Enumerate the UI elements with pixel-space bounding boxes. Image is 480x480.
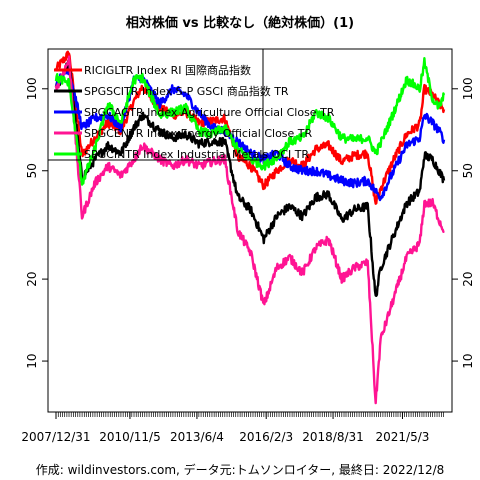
- chart-title: 相対株価 vs 比較なし（絶対株価）(1): [126, 15, 354, 31]
- y-tick-label-right-100: 100: [461, 77, 475, 100]
- y-tick-label-left-20: 20: [25, 271, 39, 286]
- legend-label-5: SPGCINTR Index Industrial Metals OCI TR: [84, 148, 309, 161]
- y-tick-label-right-50: 50: [461, 163, 475, 178]
- chart-caption: 作成: wildinvestors.com, データ元:トムソンロイター, 最終…: [36, 462, 445, 477]
- legend: RICIGLTR Index RI 国際商品指数 SPGSCITR Index S…: [47, 48, 335, 161]
- x-tick-label-6: 2021/5/3: [376, 430, 430, 444]
- series-line-5: [54, 57, 446, 186]
- x-tick-label-5: 2018/8/31: [302, 430, 364, 444]
- y-tick-label-left-100: 100: [25, 77, 39, 100]
- x-tick-label-2: 2010/11/5: [99, 430, 161, 444]
- legend-label-3: SPGCAGTR Index Agriculture Official Clos…: [84, 106, 335, 119]
- y-tick-label-left-50: 50: [25, 163, 39, 178]
- legend-label-1: RICIGLTR Index RI 国際商品指数: [84, 63, 251, 77]
- y-tick-label-right-10: 10: [461, 353, 475, 368]
- y-tick-label-right-20: 20: [461, 271, 475, 286]
- x-tick-label-1: 2007/12/31: [21, 430, 90, 444]
- series-line-3: [55, 68, 446, 202]
- x-tick-label-4: 2016/2/3: [239, 430, 293, 444]
- y-tick-label-left-10: 10: [25, 353, 39, 368]
- legend-label-4: SPGCENTR Index Energy Official Close TR: [84, 127, 313, 140]
- series-layer: [54, 50, 446, 405]
- legend-box: [47, 48, 264, 161]
- axis-layer: 10 10 20 20 50 50 100 100 2007/12/31 2010/11/5 201…: [21, 77, 475, 444]
- legend-label-2: SPGSCITR Index S-P GSCI 商品指数 TR: [84, 84, 289, 98]
- series-line-2: [54, 59, 446, 297]
- series-line-4: [54, 55, 445, 405]
- x-tick-label-3: 2013/6/4: [170, 430, 224, 444]
